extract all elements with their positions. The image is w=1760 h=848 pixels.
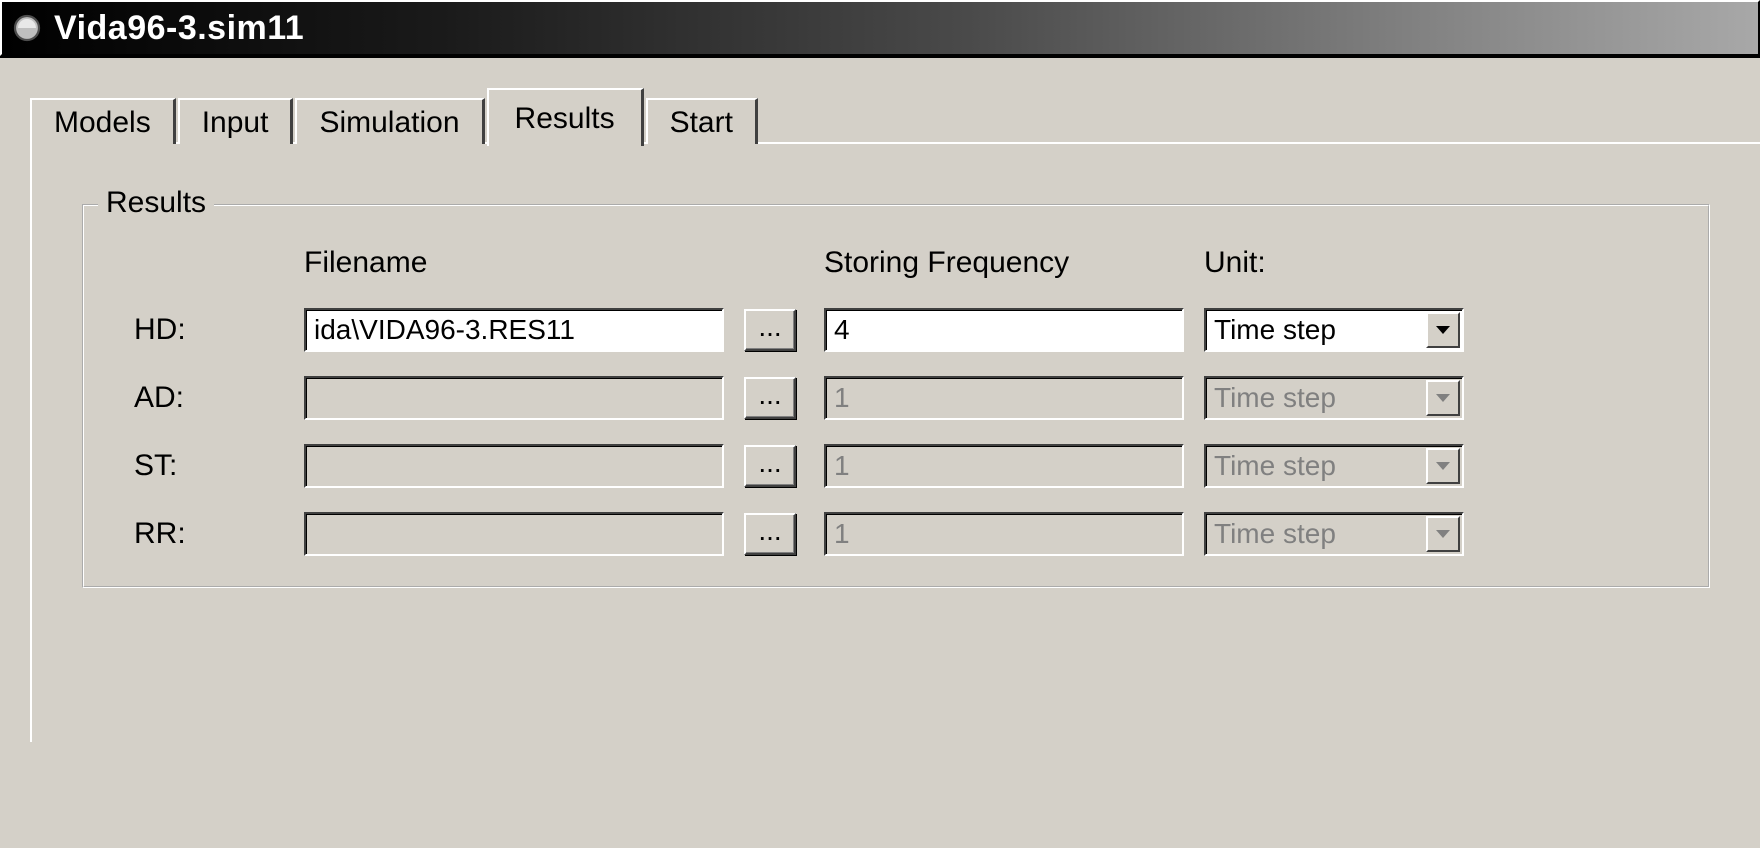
tab-start[interactable]: Start <box>646 98 758 144</box>
frequency-rr-input <box>824 512 1184 556</box>
header-frequency: Storing Frequency <box>824 246 1184 284</box>
tab-strip: Models Input Simulation Results Start <box>30 84 1760 142</box>
filename-ad-input <box>304 376 724 420</box>
browse-ad-button[interactable]: ... <box>744 377 796 419</box>
label-st: ST: <box>134 449 284 483</box>
label-hd: HD: <box>134 313 284 347</box>
window-title: Vida96-3.sim11 <box>54 9 304 48</box>
groupbox-title: Results <box>98 186 214 220</box>
chevron-down-icon[interactable] <box>1426 312 1460 348</box>
tab-simulation[interactable]: Simulation <box>295 98 484 144</box>
window-icon <box>12 13 42 43</box>
frequency-ad-input <box>824 376 1184 420</box>
tab-results[interactable]: Results <box>487 88 644 146</box>
header-unit: Unit: <box>1204 246 1464 284</box>
tab-input[interactable]: Input <box>178 98 294 144</box>
chevron-down-icon <box>1426 448 1460 484</box>
header-filename: Filename <box>304 246 724 284</box>
browse-hd-button[interactable]: ... <box>744 309 796 351</box>
browse-rr-button[interactable]: ... <box>744 513 796 555</box>
label-rr: RR: <box>134 517 284 551</box>
unit-rr-value: Time step <box>1206 514 1424 554</box>
unit-ad-value: Time step <box>1206 378 1424 418</box>
unit-ad-select: Time step <box>1204 376 1464 420</box>
tab-page-results: Results Filename Storing Frequency Unit:… <box>30 142 1760 742</box>
tab-models[interactable]: Models <box>30 98 176 144</box>
unit-hd-select[interactable]: Time step <box>1204 308 1464 352</box>
window-body: Models Input Simulation Results Start Re… <box>0 56 1760 848</box>
unit-rr-select: Time step <box>1204 512 1464 556</box>
filename-rr-input <box>304 512 724 556</box>
unit-st-select: Time step <box>1204 444 1464 488</box>
unit-hd-value: Time step <box>1206 310 1424 350</box>
browse-st-button[interactable]: ... <box>744 445 796 487</box>
window-titlebar: Vida96-3.sim11 <box>0 0 1760 56</box>
groupbox-results: Results Filename Storing Frequency Unit:… <box>82 204 1710 588</box>
frequency-hd-input[interactable] <box>824 308 1184 352</box>
chevron-down-icon <box>1426 516 1460 552</box>
frequency-st-input <box>824 444 1184 488</box>
unit-st-value: Time step <box>1206 446 1424 486</box>
filename-st-input <box>304 444 724 488</box>
chevron-down-icon <box>1426 380 1460 416</box>
label-ad: AD: <box>134 381 284 415</box>
filename-hd-input[interactable] <box>304 308 724 352</box>
